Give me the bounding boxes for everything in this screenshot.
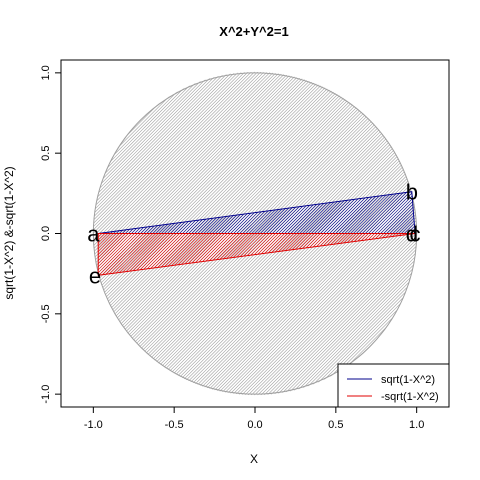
x-tick-label: 0.5 [328, 419, 343, 431]
y-tick-label: 0.0 [40, 226, 52, 241]
point-label-d: d [406, 222, 418, 247]
y-tick-label: 1.0 [40, 65, 52, 80]
y-tick-label: 0.5 [40, 146, 52, 161]
legend-label-neg-sqrt: -sqrt(1-X^2) [381, 391, 439, 403]
point-label-b: b [406, 180, 418, 205]
x-tick-label: -0.5 [165, 419, 184, 431]
x-tick-label: 0.0 [247, 419, 262, 431]
y-axis-label: sqrt(1-X^2) &-sqrt(1-X^2) [2, 166, 16, 299]
point-labels: a bcd e [87, 180, 420, 289]
axes: -1.0 -0.5 0.0 0.5 1.0 -1.0 -0.5 0.0 0.5 1.0 [40, 65, 424, 431]
x-tick-label: 1.0 [409, 419, 424, 431]
legend-label-sqrt: sqrt(1-X^2) [381, 374, 435, 386]
series-outline [97, 233, 416, 276]
x-tick-label: -1.0 [84, 419, 103, 431]
point-label-e: e [89, 263, 101, 288]
y-tick-label: -0.5 [40, 304, 52, 323]
point-label-a: a [87, 222, 100, 247]
legend: sqrt(1-X^2) -sqrt(1-X^2) [337, 363, 450, 408]
point-label-c: c [410, 222, 421, 247]
chart-title: X^2+Y^2=1 [219, 24, 288, 39]
x-axis-label: X [250, 452, 258, 466]
legend-box [337, 363, 450, 408]
y-tick-label: -1.0 [40, 385, 52, 404]
